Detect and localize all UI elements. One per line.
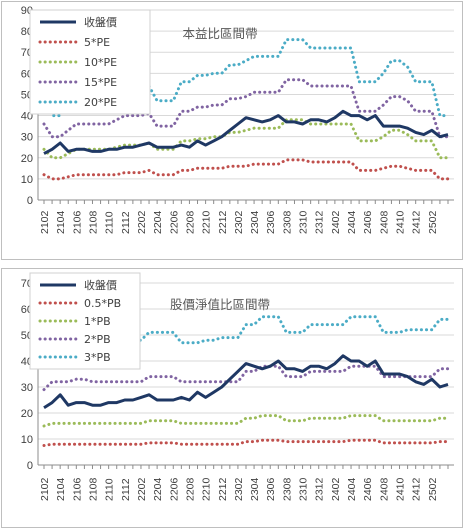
x-tick-label: 2110 [104, 478, 116, 501]
legend-label: 2*PB [84, 333, 111, 346]
x-tick-label: 2402 [330, 477, 342, 501]
x-tick-label: 2312 [314, 210, 326, 234]
x-tick-label: 2404 [346, 210, 358, 234]
series-line-2 [42, 118, 450, 160]
series-line-0 [43, 354, 449, 410]
x-tick-label: 2310 [298, 477, 310, 501]
legend-label: 15*PE [84, 76, 117, 89]
x-tick-label: 2410 [395, 210, 407, 234]
x-tick-label: 2410 [395, 477, 407, 501]
series-line-1 [42, 438, 450, 447]
pb-band-chart-panel: 0 10 20 30 40 50 60 70 2102 2104 2106 2108 2110 2112 2… [1, 268, 463, 528]
x-tick-label: 2202 [136, 477, 148, 501]
x-tick-label: 2104 [55, 477, 67, 501]
x-tick-label: 2202 [136, 210, 148, 234]
x-tick-label: 2408 [378, 477, 390, 501]
legend-label: 0.5*PB [84, 297, 121, 310]
x-tick-label: 2106 [71, 210, 83, 234]
x-tick-label: 2102 [39, 210, 51, 234]
y-tick-label: 20 [21, 153, 33, 165]
legend-label: 10*PE [84, 56, 117, 69]
series-line-1 [42, 158, 450, 181]
x-tick-label: 2412 [411, 210, 423, 234]
x-tick-label: 2406 [362, 477, 374, 501]
legend-label: 20*PE [84, 96, 117, 109]
x-tick-label: 2104 [55, 210, 67, 234]
x-tick-label: 2304 [249, 477, 261, 501]
legend-label: 收盤價 [84, 278, 117, 292]
pe-band-chart-panel: 0 10 20 30 40 50 60 70 80 90 2102 2104 2106 2108 2110 2… [1, 1, 463, 260]
x-tick-label: 2112 [120, 478, 132, 501]
x-tick-label: 2110 [104, 211, 116, 234]
y-tick-label: 10 [21, 174, 33, 186]
x-tick-label: 2204 [152, 477, 164, 501]
series-line-4 [42, 315, 450, 353]
y-tick-label: 20 [21, 408, 33, 420]
series-line-2 [42, 414, 450, 428]
x-tick-label: 2208 [184, 210, 196, 234]
chart-title: 本益比區間帶 [182, 26, 257, 41]
x-tick-label: 2210 [201, 477, 213, 501]
legend-box [29, 272, 141, 370]
x-tick-label: 2408 [378, 210, 390, 234]
series-line-3 [42, 364, 450, 392]
x-tick-label: 2302 [233, 210, 245, 234]
x-tick-label: 2306 [265, 477, 277, 501]
x-tick-label: 2412 [411, 477, 423, 501]
y-tick-label: 30 [21, 382, 33, 394]
x-tick-label: 2302 [233, 477, 245, 501]
x-tick-label: 2210 [201, 210, 213, 234]
y-tick-label: 0 [27, 460, 33, 472]
x-tick-label: 2310 [298, 210, 310, 234]
legend-label: 3*PB [84, 351, 111, 364]
x-tick-label: 2306 [265, 210, 277, 234]
x-tick-label: 2108 [87, 477, 99, 501]
x-tick-label: 2102 [39, 477, 51, 501]
x-tick-label: 2502 [427, 477, 439, 501]
x-tick-label: 2206 [168, 210, 180, 234]
y-tick-label: 10 [21, 434, 33, 446]
legend-label: 5*PE [84, 36, 110, 49]
x-tick-label: 2404 [346, 477, 358, 501]
y-tick-label: 30 [21, 132, 33, 144]
x-tick-label: 2108 [87, 210, 99, 234]
series-line-0 [43, 109, 449, 155]
x-tick-label: 2106 [71, 477, 83, 501]
x-tick-label: 2112 [120, 211, 132, 234]
x-tick-label: 2204 [152, 210, 164, 234]
x-tick-label: 2206 [168, 477, 180, 501]
x-tick-label: 2406 [362, 210, 374, 234]
x-tick-label: 2208 [184, 477, 196, 501]
x-tick-label: 2212 [217, 477, 229, 501]
legend-label: 收盤價 [84, 15, 117, 29]
chart-title: 股價淨值比區間帶 [170, 297, 270, 312]
legend-label: 1*PB [84, 315, 111, 328]
x-tick-label: 2304 [249, 210, 261, 234]
series-line-3 [42, 78, 450, 139]
x-tick-label: 2308 [281, 210, 293, 234]
x-tick-label: 2212 [217, 210, 229, 234]
x-tick-label: 2312 [314, 477, 326, 501]
x-tick-label: 2502 [427, 210, 439, 234]
x-tick-label: 2308 [281, 477, 293, 501]
x-tick-label: 2402 [330, 210, 342, 234]
y-tick-label: 0 [27, 195, 33, 207]
